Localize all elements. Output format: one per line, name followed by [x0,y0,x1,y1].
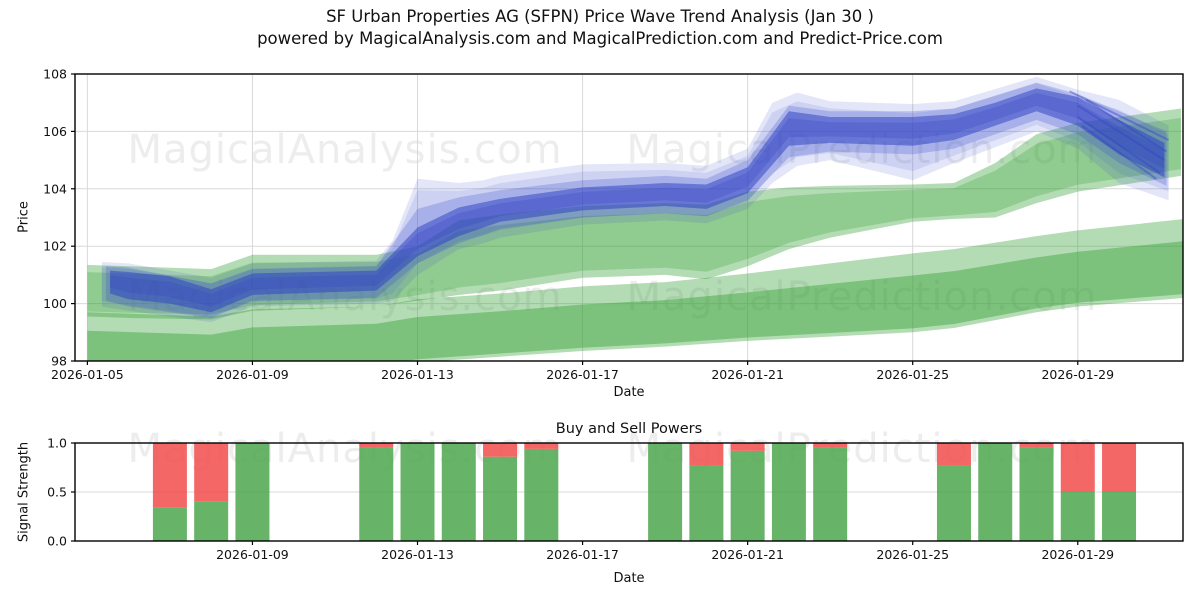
green-upper-fan [87,108,1181,320]
buy-power-bar [400,443,435,541]
power-xtick-label: 2026-01-13 [381,547,454,562]
green-lower-fan [87,241,1183,361]
price-ytick-label: 104 [43,181,67,196]
power-plot-area [75,442,1183,542]
price-ytick-label: 102 [43,239,67,254]
blue-core-band [110,88,1165,313]
green-upper-fan [87,117,1181,315]
price-xtick-label: 2026-01-17 [546,367,619,382]
green-lower-fan [87,219,1183,361]
price-axes-frame [74,73,1184,362]
buy-power-bar [1060,492,1095,541]
buy-power-bar [359,447,394,541]
power-xtick-label: 2026-01-17 [546,547,619,562]
power-ytick-label: 0.5 [47,485,67,500]
sell-power-bar [359,443,394,448]
sell-power-bar [194,443,229,502]
price-ytick-label: 98 [51,354,67,369]
title-line-1: SF Urban Properties AG (SFPN) Price Wave… [326,7,874,26]
price-ytick-label: 106 [43,124,67,139]
price-xtick-label: 2026-01-21 [711,367,784,382]
sell-power-bar [689,443,724,466]
title-line-2: powered by MagicalAnalysis.com and Magic… [257,29,943,48]
buy-power-bar [771,443,806,541]
sell-power-bar [730,443,765,451]
buy-power-bar [1102,492,1137,541]
watermark-analysis-top: MagicalAnalysis.com [127,127,563,173]
buy-power-bar [936,465,971,541]
buy-power-bar [1019,447,1054,541]
buy-power-bar [730,450,765,541]
price-xtick-label: 2026-01-13 [381,367,454,382]
sell-power-bar [152,443,187,508]
watermark-prediction-mid: MagicalPrediction.com [626,274,1098,320]
power-xtick-label: 2026-01-25 [876,547,949,562]
blue-core-band [110,92,1165,307]
buy-power-bar [689,465,724,541]
price-plot-area [75,74,1183,361]
sell-power-bar [1102,443,1137,492]
page-title: SF Urban Properties AG (SFPN) Price Wave… [0,6,1200,50]
sell-power-bar [1060,443,1095,492]
buy-power-bar [194,501,229,541]
power-y-axis-label: Signal Strength [16,441,32,543]
power-xtick-label: 2026-01-29 [1041,547,1114,562]
sell-power-bar [813,443,848,448]
power-ytick-label: 1.0 [47,436,67,451]
sell-power-bar [483,443,518,457]
buy-power-bar [152,507,187,541]
price-ytick-label: 108 [43,67,67,82]
power-xtick-label: 2026-01-09 [216,547,289,562]
sell-power-bar [1019,443,1054,448]
buy-power-bar [235,443,270,541]
buy-power-bar [524,448,559,541]
buy-power-bar [483,456,518,541]
sell-power-bar [936,443,971,466]
price-xtick-label: 2026-01-25 [876,367,949,382]
buy-power-bar [648,443,683,541]
price-ytick-label: 100 [43,296,67,311]
price-y-axis-label: Price [16,201,32,233]
price-xtick-label: 2026-01-29 [1041,367,1114,382]
power-xtick-label: 2026-01-21 [711,547,784,562]
sell-power-bar [524,443,559,449]
power-chart-title: Buy and Sell Powers [555,421,703,437]
buy-power-bar [441,443,476,541]
buy-power-bar [813,447,848,541]
price-xtick-label: 2026-01-05 [51,367,124,382]
price-xtick-label: 2026-01-09 [216,367,289,382]
power-ytick-label: 0.0 [47,534,67,549]
price-x-axis-label: Date [613,385,645,400]
power-x-axis-label: Date [613,571,645,586]
buy-power-bar [978,443,1013,541]
